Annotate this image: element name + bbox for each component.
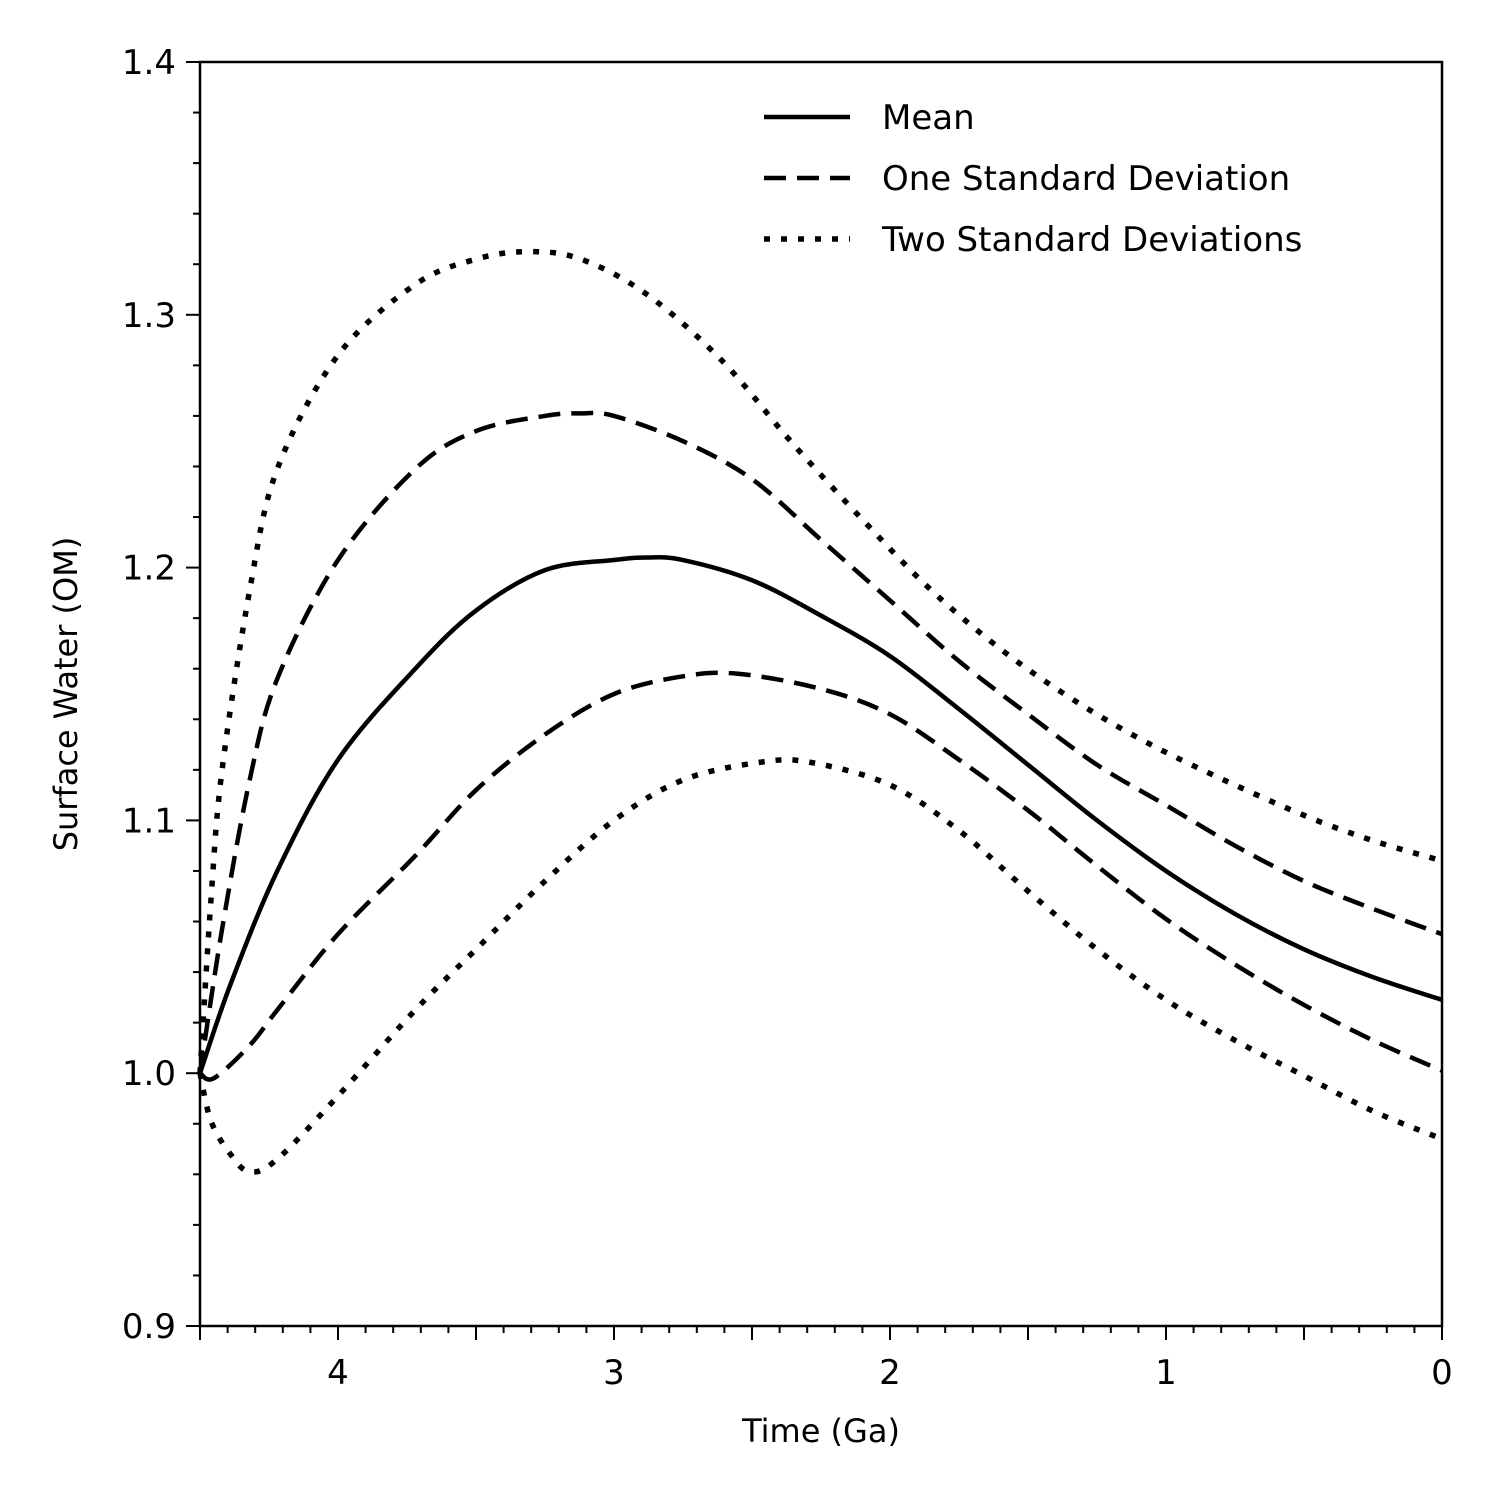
x-tick-label: 0 [1431,1353,1453,1393]
legend-label: Two Standard Deviations [881,220,1302,260]
x-tick-label: 2 [879,1353,901,1393]
series-line-one-standard-deviation-upper [197,410,1443,1074]
series-line-mean [197,555,1443,1074]
y-tick-label: 1.0 [122,1054,176,1094]
x-tick-label: 4 [327,1353,349,1393]
x-axis-label: Time (Ga) [741,1412,900,1450]
y-axis-label: Surface Water (OM) [47,537,85,852]
legend-label: Mean [882,98,975,138]
series-layer [197,248,1444,1175]
y-tick-label: 0.9 [122,1307,176,1347]
series-line-two-standard-deviations-upper [197,248,1443,1074]
y-tick-label: 1.3 [122,296,176,336]
x-tick-label: 1 [1155,1353,1177,1393]
x-axis: 4 3 2 1 0 [199,1326,1453,1393]
series-line-one-standard-deviation-lower [198,670,1443,1082]
legend-label: One Standard Deviation [882,159,1290,199]
y-tick-label: 1.2 [122,549,176,589]
x-tick-label: 3 [603,1353,625,1393]
legend: Mean One Standard Deviation Two Standard D… [764,98,1302,260]
plot-frame [198,60,1444,1328]
y-tick-label: 1.1 [122,801,176,841]
y-tick-label: 1.4 [122,43,176,83]
y-axis: 0.9 1.0 1.1 1.2 1.3 1.4 [122,43,200,1347]
